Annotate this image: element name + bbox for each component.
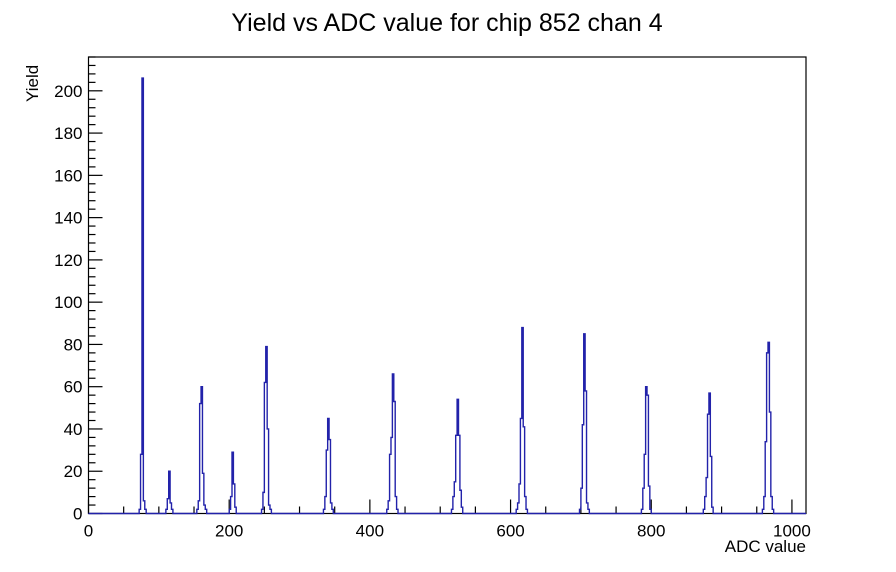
y-tick-label: 140 (54, 209, 82, 228)
x-tick-label: 1000 (773, 522, 811, 541)
y-tick-label: 160 (54, 166, 82, 185)
x-tick-label: 0 (84, 522, 93, 541)
x-tick-label: 200 (215, 522, 243, 541)
histogram-step-path (88, 77, 806, 515)
x-axis-title: ADC value (725, 537, 806, 556)
y-tick-label: 120 (54, 251, 82, 270)
y-tick-label: 0 (73, 505, 82, 524)
x-tick-label: 600 (496, 522, 524, 541)
y-axis-title: Yield (23, 65, 42, 102)
histogram-line (88, 77, 806, 515)
y-tick-label: 100 (54, 293, 82, 312)
y-axis-ticks: 0 20 40 60 80 100 120 140 160 180 200 (54, 56, 103, 524)
chart-title: Yield vs ADC value for chip 852 chan 4 (231, 9, 662, 37)
y-tick-label: 60 (64, 378, 83, 397)
y-tick-label: 80 (64, 335, 83, 354)
y-tick-label: 200 (54, 82, 82, 101)
y-tick-label: 20 (64, 462, 83, 481)
plot-frame (87, 56, 807, 515)
x-tick-label: 400 (356, 522, 384, 541)
y-tick-label: 180 (54, 124, 82, 143)
x-tick-label: 800 (637, 522, 665, 541)
x-axis-ticks: 0 200 400 600 800 1000 (84, 499, 811, 541)
y-tick-label: 40 (64, 420, 83, 439)
